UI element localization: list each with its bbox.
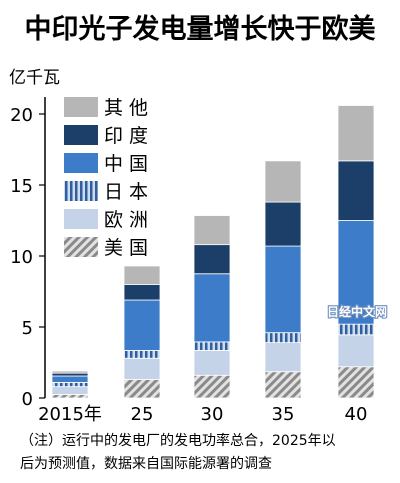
bar-segment [337,220,375,325]
y-axis-ticks: 0 5 10 15 20 [10,105,45,410]
legend-label: 美 国 [104,237,148,259]
x-tick-label: 35 [272,404,295,425]
bar-segment [51,375,89,383]
legend-swatch [64,209,98,229]
bar-segment [193,215,231,246]
legend-label: 印 度 [104,125,148,147]
bar-segment [123,283,161,301]
bar-segment [123,357,161,380]
bar-segment [264,332,302,344]
bar-segment [51,381,89,388]
x-tick-label: 2015年 [38,404,102,425]
legend: 其 他印 度中 国日 本欧 洲美 国 [64,97,148,259]
legend-swatch [64,237,98,257]
bar-segment [51,394,89,399]
bar-segment [264,160,302,203]
legend-swatch [64,181,98,201]
y-tick-label: 0 [22,389,33,410]
y-tick-label: 5 [22,318,33,339]
legend-swatch [64,153,98,173]
bar-segment [123,379,161,399]
bar-segment [337,160,375,221]
bar-segment [123,299,161,351]
bar-segment [123,265,161,285]
y-tick-label: 20 [10,105,33,126]
bar-segment [193,273,231,343]
x-tick-label: 30 [201,404,224,425]
y-tick-label: 10 [10,247,33,268]
bar-segment [193,374,231,399]
bar-segment [337,105,375,162]
bar-segment [193,244,231,275]
legend-label: 日 本 [104,181,148,203]
note-line-1: （注）运行中的发电厂的发电功率总合，2025年以 [20,432,336,449]
legend-label: 欧 洲 [104,209,148,231]
x-axis-tick-labels: 2015年 25 30 35 40 [38,404,367,425]
bar-segment [264,201,302,247]
bar-segment [337,366,375,399]
watermark: 日经中文网 [327,304,387,319]
x-tick-label: 25 [131,404,154,425]
legend-swatch [64,125,98,145]
legend-swatch [64,97,98,117]
bar-segment [264,245,302,334]
bar-segment [51,386,89,395]
bar-segment [337,334,375,368]
note-line-2: 后为预测值，数据来自国际能源署的调查 [20,456,272,472]
legend-label: 中 国 [104,153,148,175]
bars [51,105,375,399]
bar-segment [193,341,231,351]
legend-label: 其 他 [104,97,148,119]
bar-segment [51,370,89,374]
bar-segment [123,350,161,359]
x-tick-label: 40 [345,404,368,425]
y-axis-label: 亿千瓦 [9,68,60,88]
bar-segment [337,323,375,336]
bar-segment [264,342,302,373]
bar-segment [264,371,302,399]
bar-segment [51,372,89,377]
y-tick-label: 15 [10,176,33,197]
bar-segment [193,350,231,376]
chart-title: 中印光子发电量增长快于欧美 [25,13,376,45]
